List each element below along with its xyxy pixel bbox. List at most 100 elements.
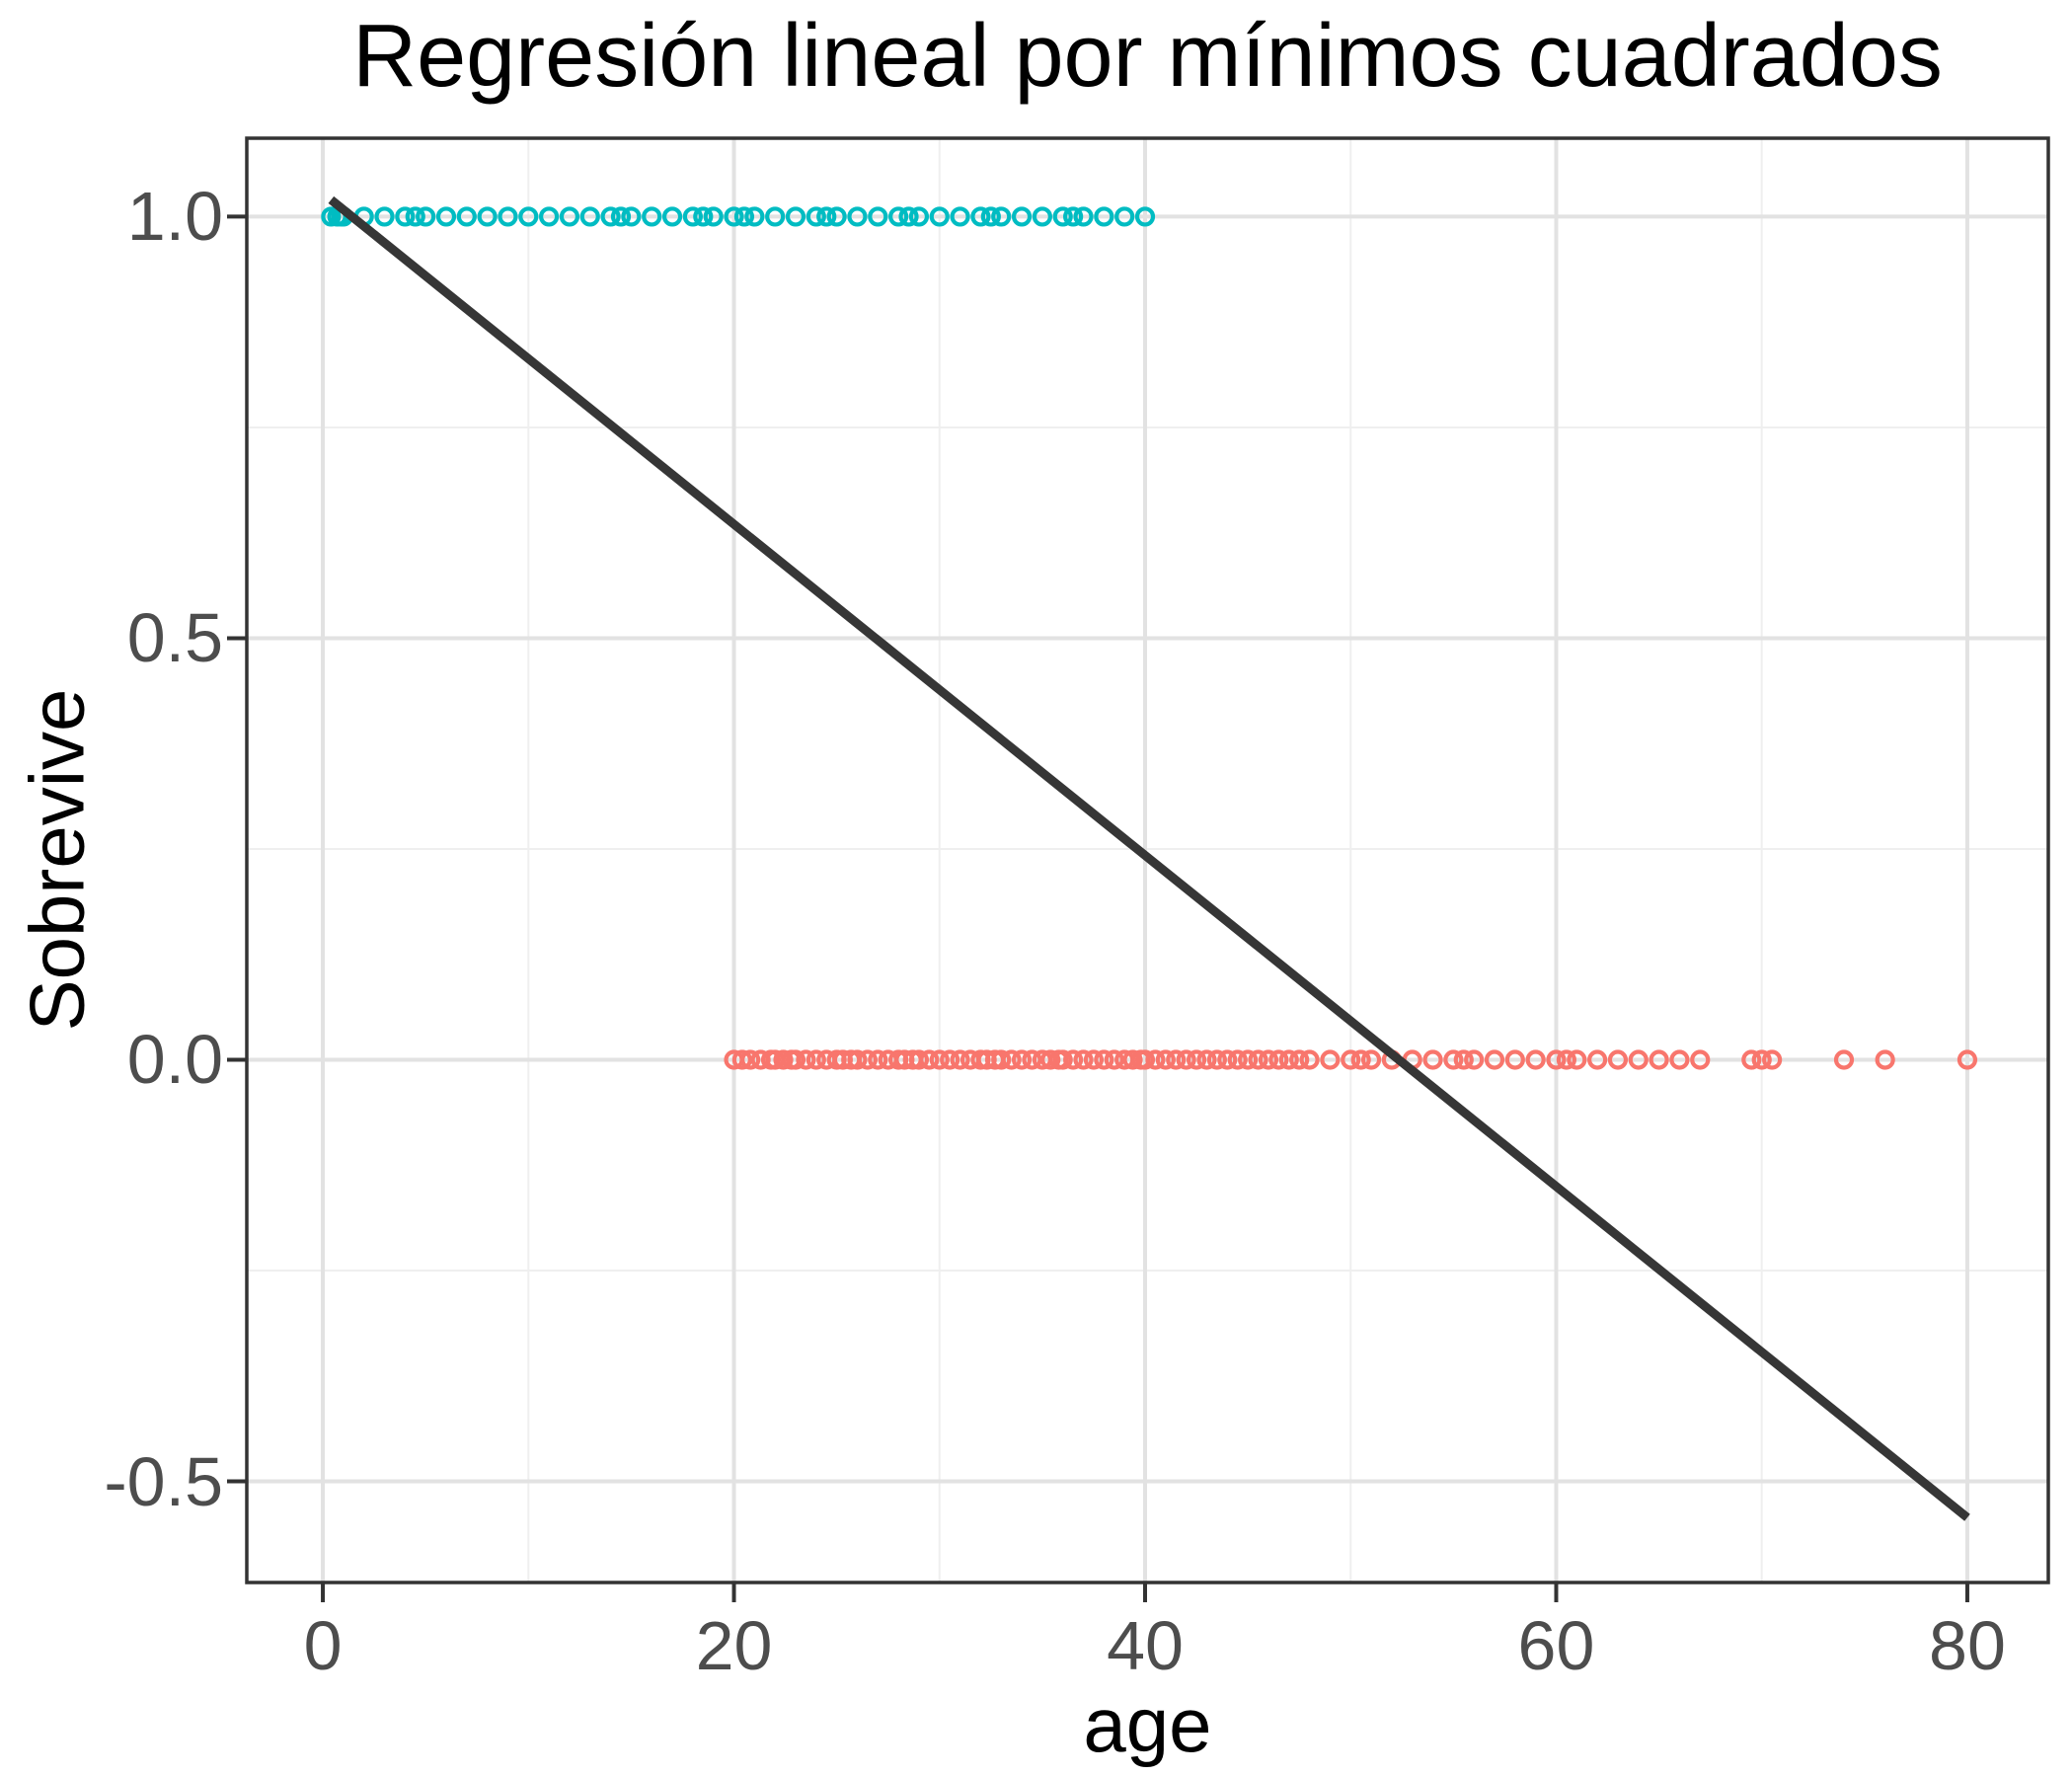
point-died [1464, 1049, 1485, 1070]
point-survived [980, 206, 1001, 227]
point-survived [744, 206, 765, 227]
point-died [1196, 1049, 1217, 1070]
x-tick-label: 60 [1517, 1607, 1595, 1684]
point-died [1484, 1049, 1505, 1070]
point-died [1422, 1049, 1443, 1070]
point-died [1176, 1049, 1196, 1070]
y-tick-label: 0.5 [126, 599, 223, 677]
point-survived [733, 206, 755, 227]
point-died [1556, 1049, 1576, 1070]
point-died [940, 1049, 960, 1070]
point-survived [693, 206, 714, 227]
point-died [868, 1049, 888, 1070]
point-died [1052, 1049, 1073, 1070]
point-survived [405, 206, 425, 227]
point-survived [610, 206, 632, 227]
point-survived [816, 206, 837, 227]
point-died [1186, 1049, 1207, 1070]
point-survived [374, 206, 395, 227]
point-died [1741, 1049, 1762, 1070]
x-axis-title: age [1083, 1681, 1212, 1768]
point-survived [682, 206, 703, 227]
point-died [991, 1049, 1012, 1070]
y-tick-label: -0.5 [104, 1442, 223, 1520]
point-died [740, 1049, 761, 1070]
point-survived [321, 206, 342, 227]
point-survived [600, 206, 621, 227]
x-tick-label: 80 [1929, 1607, 2006, 1684]
point-died [1083, 1049, 1105, 1070]
panel-border [245, 136, 2050, 1584]
point-survived [950, 206, 970, 227]
point-died [1504, 1049, 1525, 1070]
point-died [1238, 1049, 1259, 1070]
point-died [1063, 1049, 1084, 1070]
point-died [1833, 1049, 1855, 1070]
point-died [785, 1049, 806, 1070]
point-died [1751, 1049, 1772, 1070]
point-died [1001, 1049, 1022, 1070]
point-died [806, 1049, 826, 1070]
point-survived [395, 206, 416, 227]
point-survived [456, 206, 477, 227]
point-died [1567, 1049, 1587, 1070]
point-died [1762, 1049, 1783, 1070]
point-survived [1052, 206, 1073, 227]
point-survived [642, 206, 662, 227]
point-survived [785, 206, 806, 227]
point-died [1299, 1049, 1320, 1070]
point-survived [1114, 206, 1135, 227]
point-died [1258, 1049, 1279, 1070]
point-died [1094, 1049, 1114, 1070]
point-died [929, 1049, 950, 1070]
point-died [847, 1049, 868, 1070]
point-died [796, 1049, 816, 1070]
point-survived [1134, 206, 1156, 227]
point-survived [929, 206, 950, 227]
point-died [1217, 1049, 1238, 1070]
point-survived [621, 206, 642, 227]
y-tick-label: 0.0 [126, 1021, 223, 1099]
point-survived [1032, 206, 1052, 227]
point-died [1278, 1049, 1299, 1070]
point-died [1628, 1049, 1649, 1070]
point-died [1122, 1049, 1143, 1070]
x-tick-label: 0 [303, 1607, 343, 1684]
x-tick-label: 40 [1107, 1607, 1184, 1684]
point-died [919, 1049, 940, 1070]
point-survived [1094, 206, 1114, 227]
point-died [950, 1049, 970, 1070]
point-died [1350, 1049, 1371, 1070]
point-survived [539, 206, 560, 227]
point-died [1134, 1049, 1156, 1070]
point-survived [724, 206, 744, 227]
point-died [1587, 1049, 1608, 1070]
point-died [1525, 1049, 1546, 1070]
point-died [1360, 1049, 1382, 1070]
point-died [1022, 1049, 1042, 1070]
y-tick-label: 1.0 [126, 178, 223, 256]
point-died [1320, 1049, 1341, 1070]
point-survived [806, 206, 826, 227]
point-died [1341, 1049, 1361, 1070]
point-survived [579, 206, 600, 227]
point-survived [898, 206, 919, 227]
point-died [1166, 1049, 1187, 1070]
point-died [857, 1049, 878, 1070]
point-survived [435, 206, 457, 227]
point-died [773, 1049, 794, 1070]
point-died [731, 1049, 752, 1070]
point-died [1206, 1049, 1227, 1070]
point-survived [826, 206, 847, 227]
point-died [1227, 1049, 1248, 1070]
point-survived [847, 206, 868, 227]
point-survived [1073, 206, 1094, 227]
point-died [1690, 1049, 1711, 1070]
point-survived [868, 206, 888, 227]
point-died [1289, 1049, 1310, 1070]
point-survived [970, 206, 991, 227]
point-died [1443, 1049, 1464, 1070]
point-died [1607, 1049, 1629, 1070]
